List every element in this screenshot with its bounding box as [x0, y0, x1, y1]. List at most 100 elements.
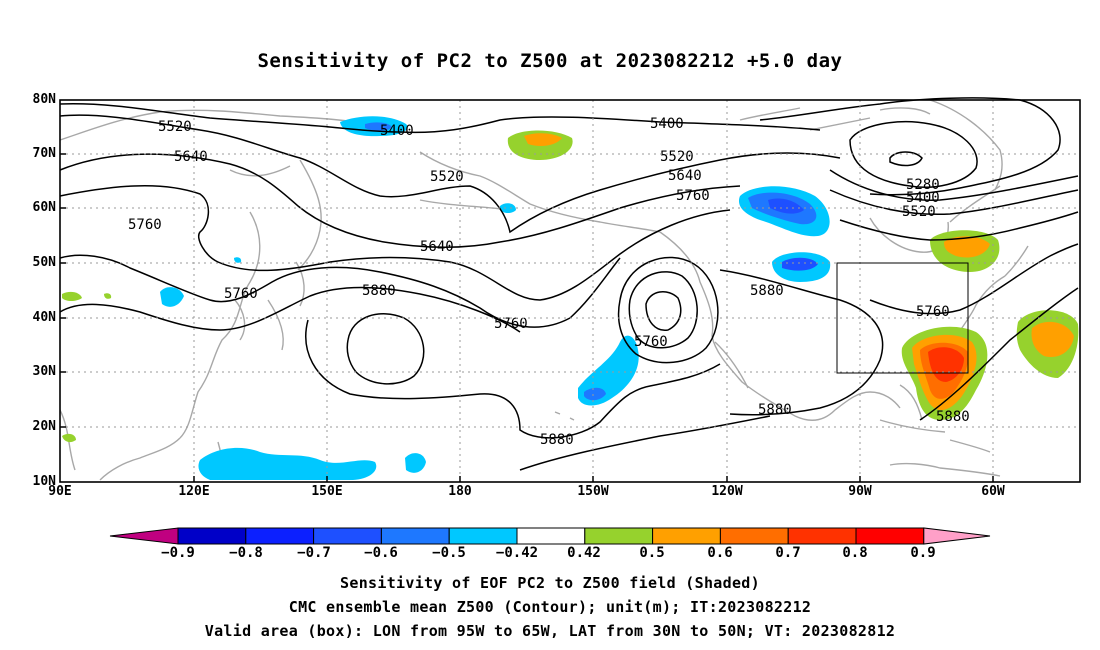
shade-blue-subtropic-core — [584, 387, 606, 401]
lat-label: 80N — [32, 92, 56, 107]
contour-labels: 5520 5400 5400 5280 5400 5520 5640 5520 … — [128, 116, 970, 448]
contour-label: 5280 — [906, 177, 940, 193]
lon-label: 90W — [848, 484, 872, 499]
colorbar-swatch — [719, 527, 789, 545]
colorbar-label: −0.9 — [161, 545, 195, 561]
contour-label: 5520 — [660, 149, 694, 165]
shade-green-small — [104, 293, 112, 299]
contour-label: 5760 — [224, 286, 258, 302]
contour-label: 5520 — [430, 169, 464, 185]
colorbar-swatch — [177, 527, 247, 545]
colorbar-swatch — [380, 527, 450, 545]
contour-label: 5400 — [380, 123, 414, 139]
coastline-kamchatka — [297, 159, 322, 271]
contour-label: 5640 — [668, 168, 702, 184]
colorbar-label: 0.5 — [639, 545, 665, 561]
contour-label: 5880 — [936, 409, 970, 425]
colorbar-swatch — [855, 527, 925, 545]
colorbar-label: 0.8 — [842, 545, 868, 561]
caption-valid-area: Valid area (box): LON from 95W to 65W, L… — [204, 622, 896, 640]
colorbar-swatch — [787, 527, 857, 545]
contour-label: 5760 — [634, 334, 668, 350]
lon-label: 120W — [711, 484, 743, 499]
colorbar-label: −0.6 — [364, 545, 398, 561]
contour-5640-west — [59, 153, 741, 249]
coastline-hawaii — [554, 411, 575, 421]
contour-label: 5880 — [758, 402, 792, 418]
gridlines — [60, 100, 1080, 482]
coastline-newfoundland — [1004, 245, 1029, 277]
contour-label: 5400 — [906, 190, 940, 206]
colorbar-swatch — [652, 527, 721, 545]
lon-label: 150W — [577, 484, 609, 499]
coastline-florida — [899, 384, 923, 421]
contour-5760-low-outer — [617, 256, 719, 364]
coastline-baja — [714, 341, 749, 389]
shade-blue-canada-core — [768, 198, 804, 214]
contour-5760-west-2 — [59, 254, 621, 328]
contour-label: 5640 — [174, 149, 208, 165]
contour-label: 5760 — [128, 217, 162, 233]
coastline-okhotsk — [229, 165, 291, 177]
contour-5280-east — [849, 121, 978, 188]
caption-contour: CMC ensemble mean Z500 (Contour); unit(m… — [288, 598, 812, 616]
map-title: Sensitivity of PC2 to Z500 at 2023082212… — [257, 50, 843, 72]
coastline-south-america — [889, 462, 1001, 477]
shade-blue-tropics — [198, 447, 377, 480]
lon-label: 90E — [48, 484, 72, 499]
colorbar-label: −0.8 — [229, 545, 263, 561]
lat-label: 70N — [32, 146, 56, 161]
lat-label: 30N — [32, 364, 56, 379]
colorbar-arrow-high — [923, 527, 991, 545]
coastline-siberia — [59, 109, 381, 141]
shade-blue-north-pacific-core — [365, 122, 392, 131]
valid-area-box — [836, 262, 969, 374]
contour-5520-west — [59, 114, 841, 234]
shade-orange-labrador — [944, 236, 990, 258]
coastline-east-asia — [179, 211, 261, 439]
caption-shading: Sensitivity of EOF PC2 to Z500 field (Sh… — [340, 574, 760, 592]
shaded-sensitivity — [62, 116, 1079, 480]
colorbar-swatch — [584, 527, 654, 545]
colorbar-swatch — [448, 527, 518, 545]
contour-5880-south — [305, 319, 721, 439]
contour-label: 5880 — [362, 283, 396, 299]
colorbar-label: −0.5 — [432, 545, 466, 561]
shade-blue-west-pacific-a — [160, 287, 184, 307]
colorbar-label: 0.6 — [707, 545, 733, 561]
contour-5760-west — [59, 185, 731, 301]
coastline-mexico-gulf — [794, 391, 901, 421]
coastline-china-south — [99, 437, 181, 481]
colorbar-label: 0.7 — [775, 545, 801, 561]
shade-green-india — [62, 433, 76, 443]
contour-5760-low-mid — [628, 271, 698, 349]
colorbar — [109, 527, 991, 545]
colorbar-label: 0.42 — [567, 545, 601, 561]
shade-blue-small-1 — [500, 203, 516, 213]
plot-frame — [59, 99, 1081, 483]
lat-label: 50N — [32, 255, 56, 270]
tick-marks — [60, 153, 994, 482]
shade-orange-bering — [524, 133, 562, 146]
z500-contours — [59, 97, 1079, 471]
contour-label: 5760 — [676, 188, 710, 204]
shade-blue-small-2 — [234, 257, 242, 263]
contour-5280-inner — [889, 151, 923, 167]
contour-label: 5880 — [750, 283, 784, 299]
lat-label: 20N — [32, 419, 56, 434]
shade-blue-tropics-east — [405, 453, 426, 473]
coastline-alaska — [419, 151, 661, 233]
contour-5880-atlantic — [919, 287, 1079, 421]
contour-5760-low-inner — [645, 291, 682, 331]
contour-label: 5520 — [902, 204, 936, 220]
contour-5880-west — [59, 286, 521, 333]
colorbar-swatch — [516, 527, 586, 545]
shade-blue-west-us-core — [782, 257, 818, 271]
contour-label: 5640 — [420, 239, 454, 255]
coastline-caribbean — [879, 419, 991, 453]
colorbar-label: 0.9 — [910, 545, 936, 561]
lat-label: 60N — [32, 200, 56, 215]
colorbar-arrow-low — [109, 527, 179, 545]
colorbar-label: −0.7 — [297, 545, 331, 561]
